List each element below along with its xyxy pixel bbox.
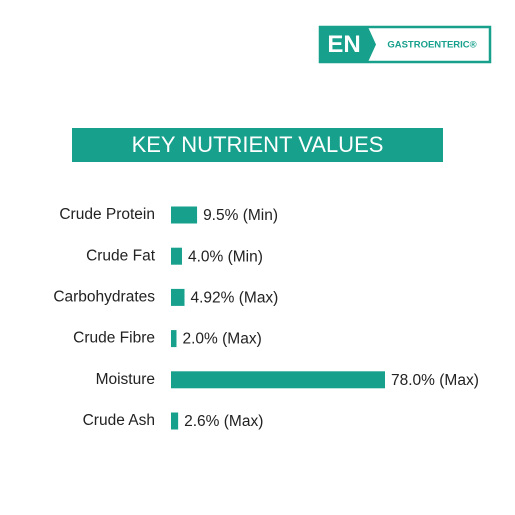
- category-label: Moisture: [96, 371, 155, 388]
- bar: [171, 330, 177, 348]
- category-label: Crude Ash: [83, 412, 155, 429]
- value-label: 4.92% (Max): [190, 289, 278, 306]
- title-banner: [72, 128, 443, 162]
- value-label: 2.0% (Max): [182, 331, 261, 348]
- bar: [171, 288, 185, 306]
- category-label: Crude Fat: [86, 247, 156, 264]
- value-label: 4.0% (Min): [188, 248, 263, 265]
- logo: EN GASTROENTERIC®: [318, 25, 492, 64]
- category-label: Crude Fibre: [73, 330, 155, 347]
- bar: [171, 247, 182, 265]
- logo-text: GASTROENTERIC®: [387, 40, 476, 51]
- value-label: 78.0% (Max): [391, 372, 479, 389]
- category-label: Carbohydrates: [53, 288, 155, 305]
- bar: [171, 206, 198, 224]
- chart-title: KEY NUTRIENT VALUES: [132, 132, 384, 157]
- category-label: Crude Protein: [59, 206, 155, 223]
- value-label: 9.5% (Min): [203, 207, 278, 224]
- logo-mark-bg: [320, 27, 376, 62]
- bar: [171, 412, 179, 430]
- logo-mark: EN: [327, 31, 360, 58]
- bar: [171, 371, 385, 389]
- value-label: 2.6% (Max): [184, 413, 263, 430]
